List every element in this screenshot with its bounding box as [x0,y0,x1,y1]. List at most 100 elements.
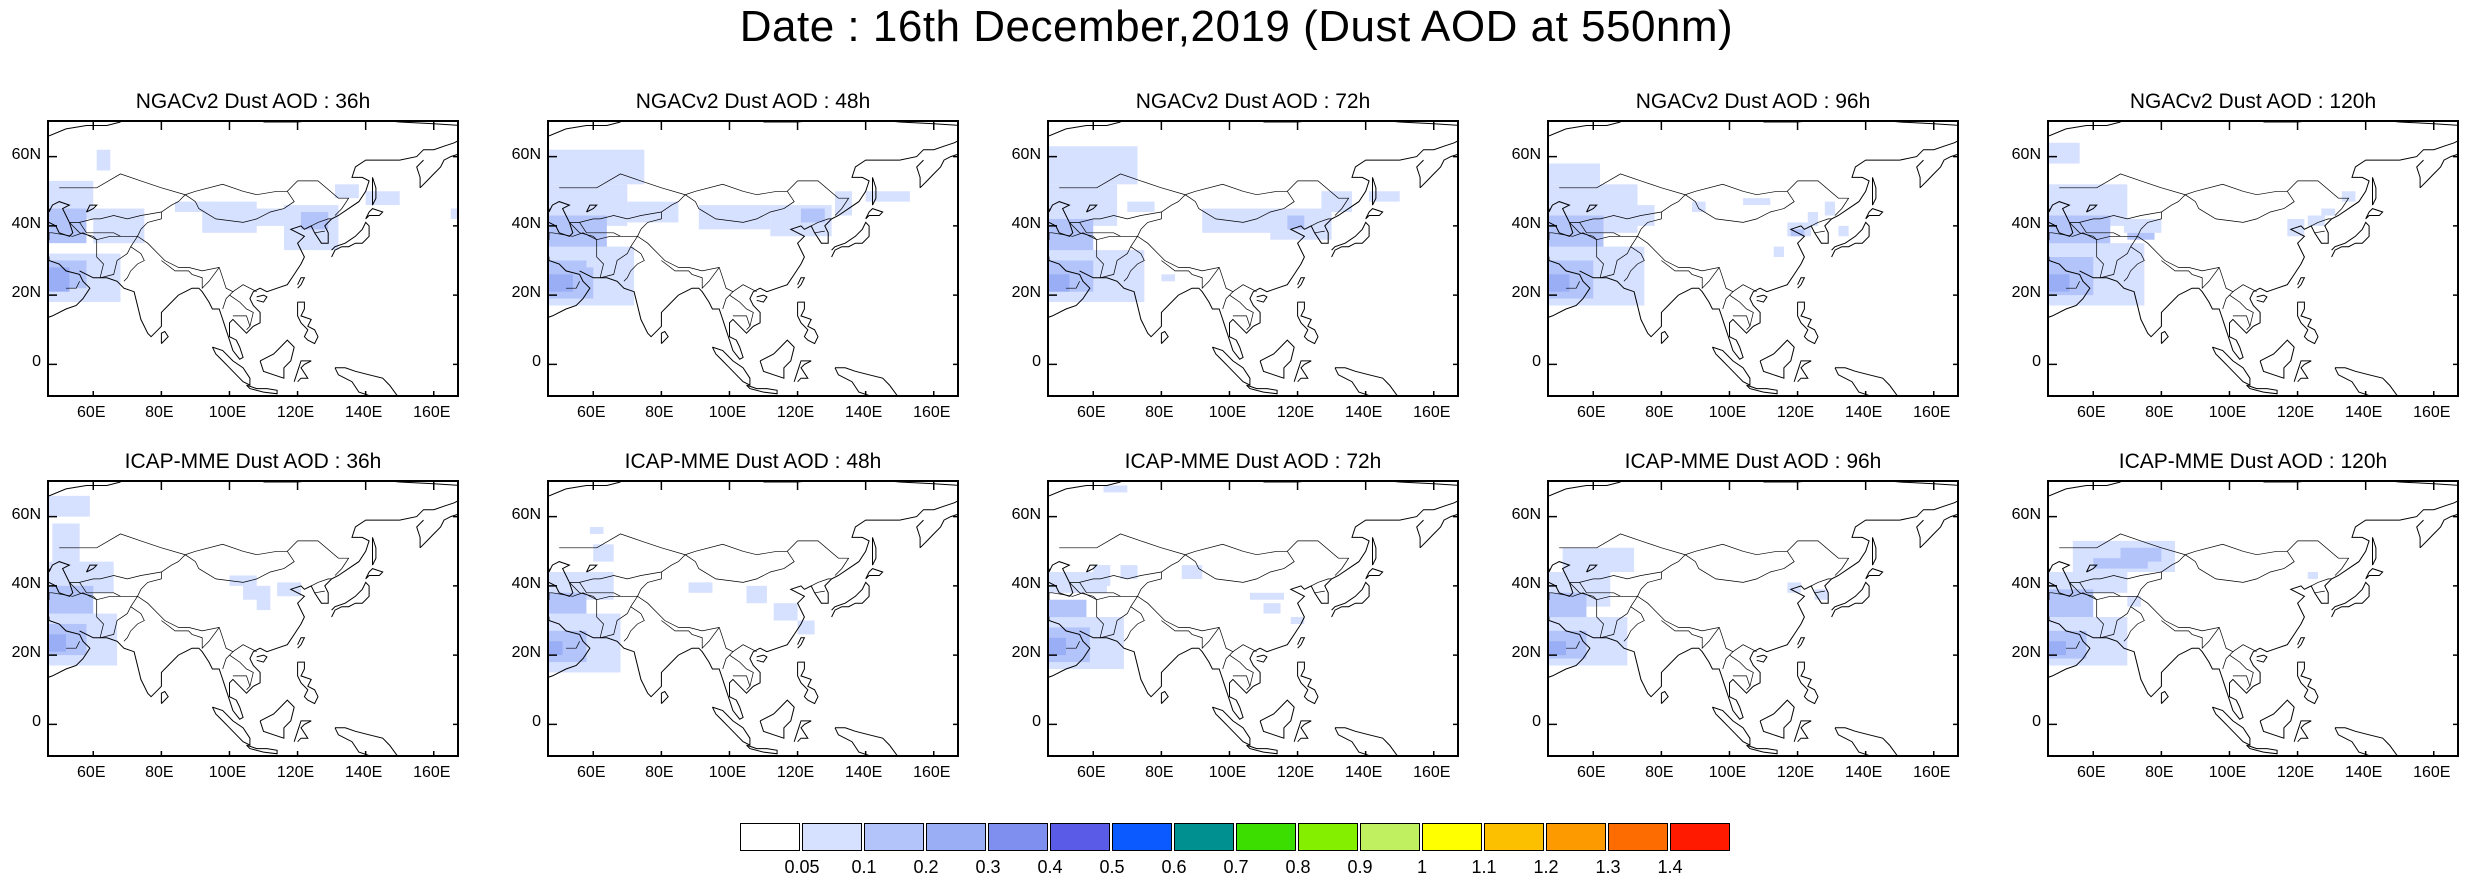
coastline [2211,706,2251,746]
lat-label: 60N [1011,505,1041,523]
coastline [1865,568,1884,580]
coastline [2263,122,2457,126]
coastline [1416,159,1424,188]
coastline [49,561,74,597]
colorbar-label: 1.1 [1471,857,1497,877]
lon-label: 80E [645,404,674,421]
coastline [1797,661,1819,705]
country-border [1123,246,1145,282]
country-border [137,589,257,653]
country-border [229,654,254,691]
colorbar-label: 0.05 [784,857,820,877]
coastline [1831,221,1870,258]
coastline [1259,699,1295,739]
lat-label: 0 [532,713,541,731]
country-border [1722,291,1734,310]
dust-cell [1787,582,1801,593]
coastline [660,330,669,344]
lon-label: 100E [1208,404,1247,421]
lon-label: 60E [1577,764,1606,781]
coastline [660,690,669,704]
panel-title: NGACv2 Dust AOD : 48h [635,90,871,113]
coastline [579,140,957,360]
lat-label: 40N [11,574,41,592]
coastline [263,482,457,486]
coastline [916,159,924,188]
dust-cell [335,184,359,199]
coastline [746,744,778,755]
lat-label: 40N [1511,574,1541,592]
coastline [1263,122,1457,126]
country-border [569,222,597,240]
dust-cell [1103,485,1128,493]
lon-label: 120E [1276,404,1315,421]
map-plot-area [2047,120,2459,397]
dust-cell [1249,592,1284,600]
coastline [2246,384,2278,395]
lon-label: 60E [577,764,606,781]
coastline [797,637,806,649]
dust-cell [93,208,145,244]
country-border [59,533,350,576]
lat-label: 20N [1511,284,1541,302]
colorbar-label: 0.5 [1099,857,1125,877]
country-border [1596,235,1639,279]
country-border [1685,551,1795,583]
coastline [1086,564,1098,573]
coastline [1865,208,1884,220]
lon-label: 80E [1145,764,1174,781]
coastline [549,482,621,497]
country-border [314,590,325,594]
coastline [79,140,457,360]
map-svg [549,482,957,755]
country-border [579,582,621,597]
map-svg [1049,122,1457,395]
country-border [1140,212,1162,230]
lon-label: 100E [208,404,247,421]
country-border [185,191,295,223]
dust-cell [627,201,679,223]
country-border [1079,582,1121,597]
dust-cell [1549,592,1587,621]
country-border [2314,590,2325,594]
lon-label: 120E [276,764,315,781]
coastline [1293,720,1312,743]
coastline [579,500,957,720]
coastline [1049,122,1121,137]
lon-label: 100E [708,764,747,781]
coastline [331,581,370,618]
lon-label: 120E [276,404,315,421]
coastline [586,564,598,573]
lon-label: 140E [344,404,383,421]
lon-label: 100E [2208,764,2247,781]
map-svg [49,122,457,395]
coastline [2256,294,2268,303]
coastline [1797,277,1806,289]
country-border [1137,589,1257,653]
dust-cell [593,544,614,562]
country-border [1729,654,1754,691]
lon-label: 160E [913,404,951,421]
colorbar-swatch [1112,823,1172,851]
coastline [1297,277,1306,289]
dust-cell [96,149,111,171]
coastline [1549,561,1574,597]
coastline [293,720,312,743]
dust-cell [2076,620,2094,631]
coastline [1549,620,1591,678]
country-border [311,578,332,587]
dust-cell [49,267,70,292]
coastline [2297,637,2306,649]
dust-cell [586,250,628,268]
dust-cell [1202,208,1281,233]
dust-cell [688,582,713,593]
lon-label: 80E [1645,764,1674,781]
country-border [732,315,751,327]
dust-cell [1692,201,1706,213]
country-border [549,232,604,278]
country-border [1685,191,1795,223]
dust-cell [797,620,815,635]
country-border [661,260,720,290]
coastline [2160,330,2169,344]
country-border [222,651,234,670]
